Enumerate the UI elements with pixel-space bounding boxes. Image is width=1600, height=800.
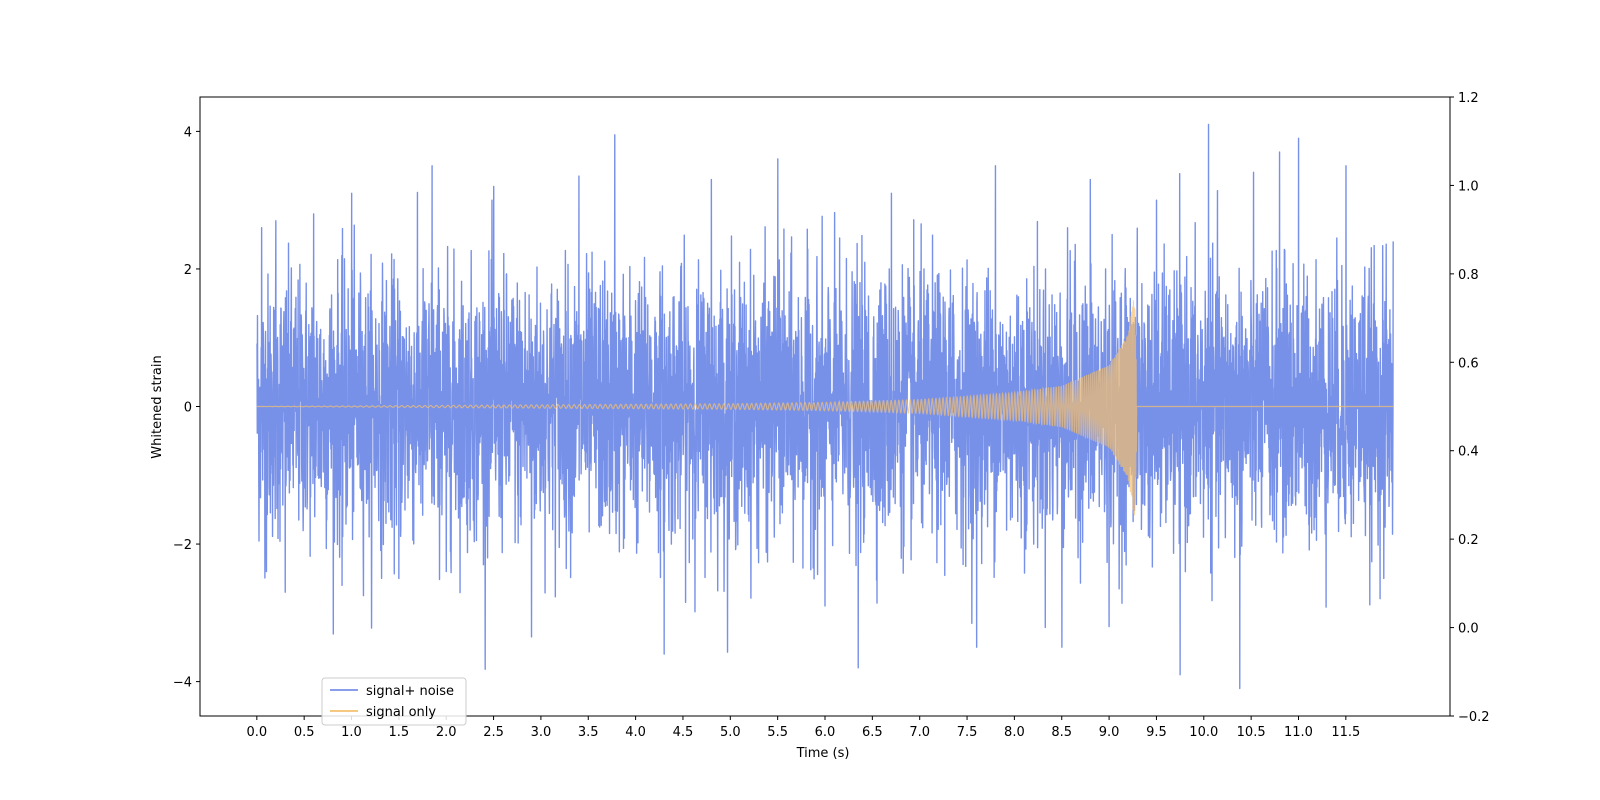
y-axis-right: 1.2 1.0 0.8 0.6 0.4 0.2 0.0 −0.2	[1450, 91, 1490, 725]
y2-tick-label: 0.2	[1458, 533, 1479, 548]
x-tick-label: 2.5	[483, 725, 504, 740]
y-axis-left: 4 2 0 −2 −4	[173, 125, 200, 691]
x-tick-label: 9.5	[1146, 725, 1167, 740]
x-tick-label: 1.0	[341, 725, 362, 740]
signal-only-line	[256, 300, 1394, 516]
x-tick-label: 6.5	[862, 725, 883, 740]
y2-tick-label: 1.0	[1458, 179, 1479, 194]
y2-tick-label: 0.6	[1458, 356, 1479, 371]
x-tick-label: 8.5	[1051, 725, 1072, 740]
x-tick-label: 9.0	[1099, 725, 1120, 740]
x-tick-label: 0.5	[294, 725, 315, 740]
y-tick-label: 2	[184, 263, 192, 278]
x-axis: 0.0 0.5 1.0 1.5 2.0 2.5 3.0 3.5 4.0 4.5 5.0 5.5 6.0 6…	[246, 716, 1360, 740]
signal-only-series	[256, 300, 1394, 516]
legend: signal+ noise signal only	[321, 677, 467, 726]
y2-tick-label: 0.4	[1458, 445, 1479, 460]
x-axis-label: Time (s)	[796, 746, 850, 761]
signal-noise-line	[256, 123, 1394, 690]
y2-tick-label: −0.2	[1458, 710, 1490, 725]
x-tick-label: 4.5	[673, 725, 694, 740]
x-tick-label: 7.5	[957, 725, 978, 740]
y2-tick-label: 0.8	[1458, 268, 1479, 283]
x-tick-label: 11.5	[1331, 725, 1360, 740]
x-tick-label: 11.0	[1284, 725, 1313, 740]
x-tick-label: 4.0	[625, 725, 646, 740]
y2-tick-label: 0.0	[1458, 622, 1479, 637]
x-tick-label: 3.0	[531, 725, 552, 740]
signal-noise-series	[256, 123, 1394, 690]
x-tick-label: 10.0	[1189, 725, 1218, 740]
x-tick-label: 5.5	[767, 725, 788, 740]
y2-tick-label: 1.2	[1458, 91, 1479, 106]
legend-label-signal-noise: signal+ noise	[366, 684, 454, 699]
x-tick-label: 0.0	[246, 725, 267, 740]
y-tick-label: 0	[184, 401, 192, 416]
x-tick-label: 2.0	[436, 725, 457, 740]
y-tick-label: −4	[173, 676, 192, 691]
x-tick-label: 7.0	[909, 725, 930, 740]
x-tick-label: 3.5	[578, 725, 599, 740]
x-tick-label: 5.0	[720, 725, 741, 740]
x-tick-label: 8.0	[1004, 725, 1025, 740]
legend-label-signal-only: signal only	[366, 705, 436, 720]
y-tick-label: −2	[173, 538, 192, 553]
y-axis-label: Whitened strain	[150, 355, 165, 458]
x-tick-label: 6.0	[815, 725, 836, 740]
x-tick-label: 10.5	[1237, 725, 1266, 740]
x-tick-label: 1.5	[389, 725, 410, 740]
y-tick-label: 4	[184, 125, 192, 140]
